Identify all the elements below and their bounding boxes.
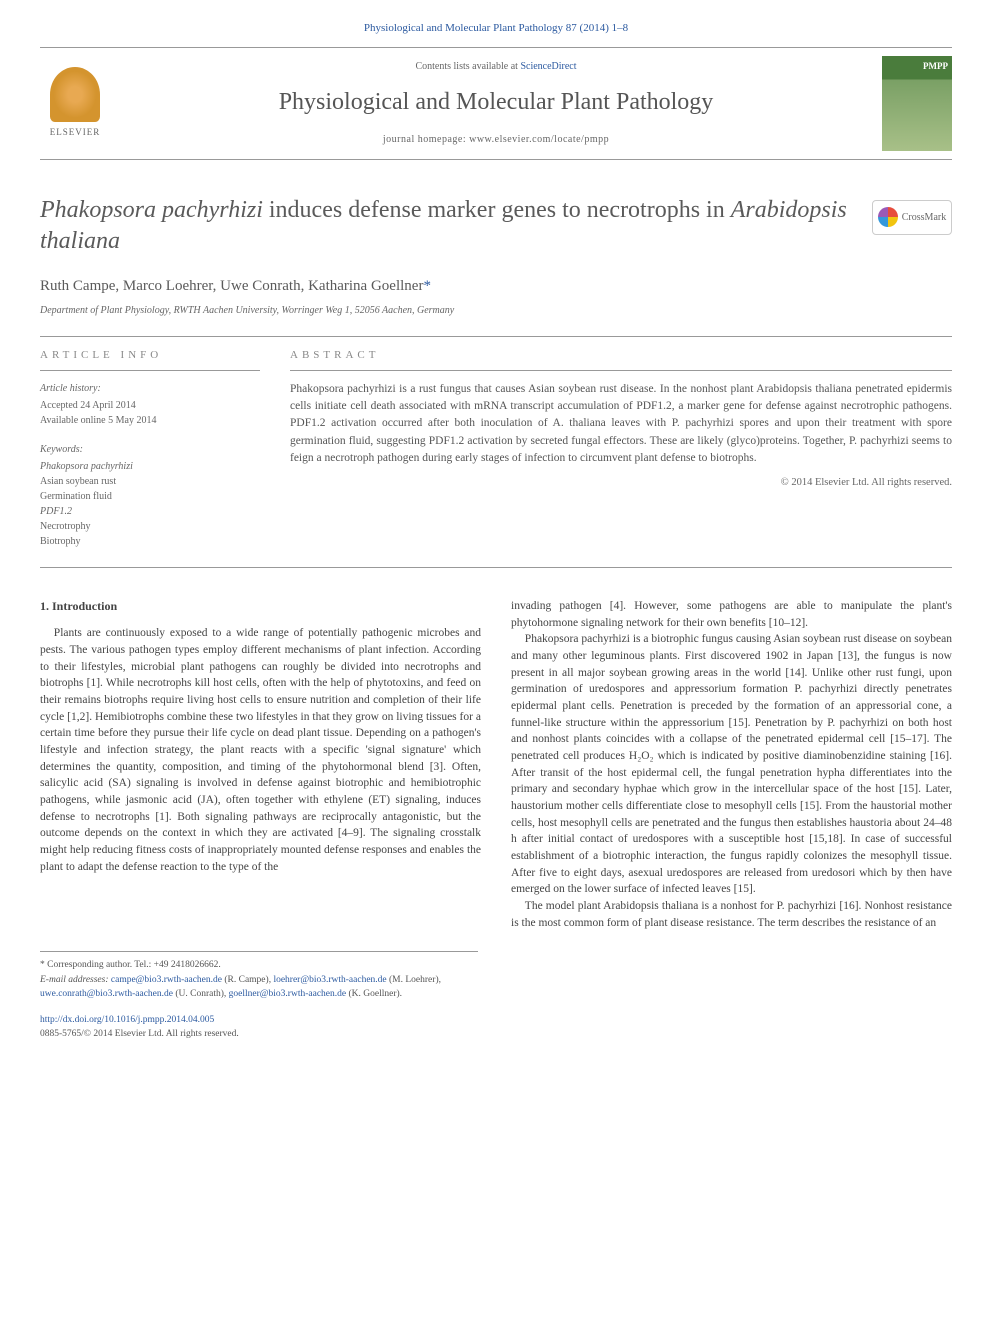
keyword: Asian soybean rust [40, 474, 260, 489]
header-center: Contents lists available at ScienceDirec… [125, 59, 867, 147]
intro-para-4: The model plant Arabidopsis thaliana is … [511, 898, 952, 931]
journal-cover-thumb[interactable]: PMPP [882, 56, 952, 151]
intro-para-3: Phakopsora pachyrhizi is a biotrophic fu… [511, 631, 952, 898]
affiliation: Department of Plant Physiology, RWTH Aac… [40, 303, 952, 318]
info-abstract-row: ARTICLE INFO Article history: Accepted 2… [40, 347, 952, 563]
email-link[interactable]: uwe.conrath@bio3.rwth-aachen.de [40, 989, 173, 999]
section-heading-intro: 1. Introduction [40, 598, 481, 615]
email-link[interactable]: campe@bio3.rwth-aachen.de [111, 975, 222, 985]
sciencedirect-link[interactable]: ScienceDirect [520, 61, 576, 72]
journal-reference: Physiological and Molecular Plant Pathol… [40, 20, 952, 37]
journal-header: ELSEVIER Contents lists available at Sci… [40, 47, 952, 160]
email-link[interactable]: loehrer@bio3.rwth-aachen.de [273, 975, 386, 985]
body-divider [40, 567, 952, 568]
abstract-text: Phakopsora pachyrhizi is a rust fungus t… [290, 381, 952, 467]
email-link[interactable]: goellner@bio3.rwth-aachen.de [229, 989, 346, 999]
crossmark-icon [878, 207, 898, 227]
abstract-column: ABSTRACT Phakopsora pachyrhizi is a rust… [290, 347, 952, 563]
abstract-label: ABSTRACT [290, 347, 952, 371]
title-species-1: Phakopsora pachyrhizi [40, 197, 263, 223]
divider [40, 336, 952, 337]
article-info-column: ARTICLE INFO Article history: Accepted 2… [40, 347, 260, 563]
corresponding-author-note: * Corresponding author. Tel.: +49 241802… [40, 958, 478, 972]
intro-para-1: Plants are continuously exposed to a wid… [40, 625, 481, 875]
abstract-copyright: © 2014 Elsevier Ltd. All rights reserved… [290, 475, 952, 491]
journal-homepage: journal homepage: www.elsevier.com/locat… [125, 132, 867, 147]
homepage-url[interactable]: www.elsevier.com/locate/pmpp [469, 134, 609, 145]
corresponding-marker[interactable]: * [423, 278, 431, 294]
keyword: Phakopsora pachyrhizi [40, 459, 260, 474]
doi-link[interactable]: http://dx.doi.org/10.1016/j.pmpp.2014.04… [40, 1015, 214, 1025]
footnotes: * Corresponding author. Tel.: +49 241802… [40, 951, 478, 1041]
doi-block: http://dx.doi.org/10.1016/j.pmpp.2014.04… [40, 1013, 478, 1042]
keyword: Biotrophy [40, 534, 260, 549]
author-list: Ruth Campe, Marco Loehrer, Uwe Conrath, … [40, 275, 952, 298]
body-columns: 1. Introduction Plants are continuously … [40, 598, 952, 931]
article-info-label: ARTICLE INFO [40, 347, 260, 371]
intro-para-2-start: invading pathogen [4]. However, some pat… [511, 598, 952, 631]
elsevier-tree-icon [50, 67, 100, 122]
keyword: Necrotrophy [40, 519, 260, 534]
journal-title: Physiological and Molecular Plant Pathol… [125, 84, 867, 120]
body-column-right: invading pathogen [4]. However, some pat… [511, 598, 952, 931]
keywords-block: Keywords: Phakopsora pachyrhizi Asian so… [40, 442, 260, 549]
email-addresses: E-mail addresses: campe@bio3.rwth-aachen… [40, 973, 478, 1002]
elsevier-logo[interactable]: ELSEVIER [40, 63, 110, 143]
keyword: PDF1.2 [40, 504, 260, 519]
keyword: Germination fluid [40, 489, 260, 504]
contents-available-text: Contents lists available at ScienceDirec… [125, 59, 867, 74]
elsevier-label: ELSEVIER [50, 126, 101, 140]
article-history: Article history: Accepted 24 April 2014 … [40, 381, 260, 428]
body-column-left: 1. Introduction Plants are continuously … [40, 598, 481, 931]
issn-copyright: 0885-5765/© 2014 Elsevier Ltd. All right… [40, 1027, 478, 1041]
article-title: Phakopsora pachyrhizi induces defense ma… [40, 195, 952, 257]
cover-label: PMPP [923, 60, 948, 74]
crossmark-badge[interactable]: CrossMark [872, 200, 952, 235]
